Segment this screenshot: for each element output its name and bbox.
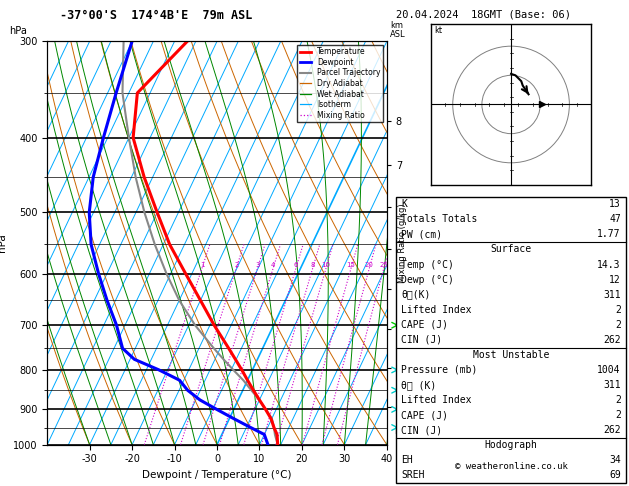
Text: 1004: 1004 xyxy=(598,365,621,375)
Text: 15: 15 xyxy=(347,262,355,268)
Text: θᴇ (K): θᴇ (K) xyxy=(401,380,437,390)
Text: kt: kt xyxy=(434,26,442,35)
Text: 69: 69 xyxy=(609,470,621,481)
Text: Mixing Ratio (g/kg): Mixing Ratio (g/kg) xyxy=(398,203,407,283)
Text: K: K xyxy=(401,199,407,209)
Text: Lifted Index: Lifted Index xyxy=(401,395,472,405)
Text: 2: 2 xyxy=(234,262,238,268)
Text: PW (cm): PW (cm) xyxy=(401,229,442,240)
Text: Dewp (°C): Dewp (°C) xyxy=(401,275,454,285)
Y-axis label: hPa: hPa xyxy=(0,234,8,252)
Text: SREH: SREH xyxy=(401,470,425,481)
Text: 2: 2 xyxy=(615,395,621,405)
Text: Lifted Index: Lifted Index xyxy=(401,305,472,315)
Text: 2: 2 xyxy=(615,305,621,315)
Text: 20: 20 xyxy=(365,262,374,268)
Text: 12: 12 xyxy=(609,275,621,285)
Text: Surface: Surface xyxy=(491,244,532,255)
Text: 2: 2 xyxy=(615,320,621,330)
Text: 10: 10 xyxy=(321,262,331,268)
Text: EH: EH xyxy=(401,455,413,466)
Text: 47: 47 xyxy=(609,214,621,225)
Text: θᴇ(K): θᴇ(K) xyxy=(401,290,431,300)
Text: 311: 311 xyxy=(603,380,621,390)
Text: 311: 311 xyxy=(603,290,621,300)
Text: 3: 3 xyxy=(255,262,260,268)
Text: 1: 1 xyxy=(200,262,204,268)
Text: 34: 34 xyxy=(609,455,621,466)
Text: 262: 262 xyxy=(603,425,621,435)
Text: CAPE (J): CAPE (J) xyxy=(401,410,448,420)
Text: Pressure (mb): Pressure (mb) xyxy=(401,365,477,375)
Text: Totals Totals: Totals Totals xyxy=(401,214,477,225)
Text: © weatheronline.co.uk: © weatheronline.co.uk xyxy=(455,462,567,471)
Text: 6: 6 xyxy=(294,262,298,268)
Text: Temp (°C): Temp (°C) xyxy=(401,260,454,270)
Text: Most Unstable: Most Unstable xyxy=(473,350,549,360)
Text: 20.04.2024  18GMT (Base: 06): 20.04.2024 18GMT (Base: 06) xyxy=(396,10,571,20)
Text: 1.77: 1.77 xyxy=(598,229,621,240)
Text: 25: 25 xyxy=(379,262,388,268)
Text: CIN (J): CIN (J) xyxy=(401,425,442,435)
Text: hPa: hPa xyxy=(9,26,27,36)
Text: CIN (J): CIN (J) xyxy=(401,335,442,345)
X-axis label: Dewpoint / Temperature (°C): Dewpoint / Temperature (°C) xyxy=(142,470,292,480)
Text: 14.3: 14.3 xyxy=(598,260,621,270)
Text: LCL: LCL xyxy=(394,427,409,435)
Text: -37°00'S  174°4B'E  79m ASL: -37°00'S 174°4B'E 79m ASL xyxy=(60,9,252,22)
Text: 13: 13 xyxy=(609,199,621,209)
Text: 2: 2 xyxy=(615,410,621,420)
Text: 4: 4 xyxy=(271,262,276,268)
Legend: Temperature, Dewpoint, Parcel Trajectory, Dry Adiabat, Wet Adiabat, Isotherm, Mi: Temperature, Dewpoint, Parcel Trajectory… xyxy=(298,45,383,122)
Text: CAPE (J): CAPE (J) xyxy=(401,320,448,330)
Text: Hodograph: Hodograph xyxy=(484,440,538,451)
Text: 8: 8 xyxy=(311,262,315,268)
Text: km
ASL: km ASL xyxy=(390,21,406,39)
Text: 262: 262 xyxy=(603,335,621,345)
